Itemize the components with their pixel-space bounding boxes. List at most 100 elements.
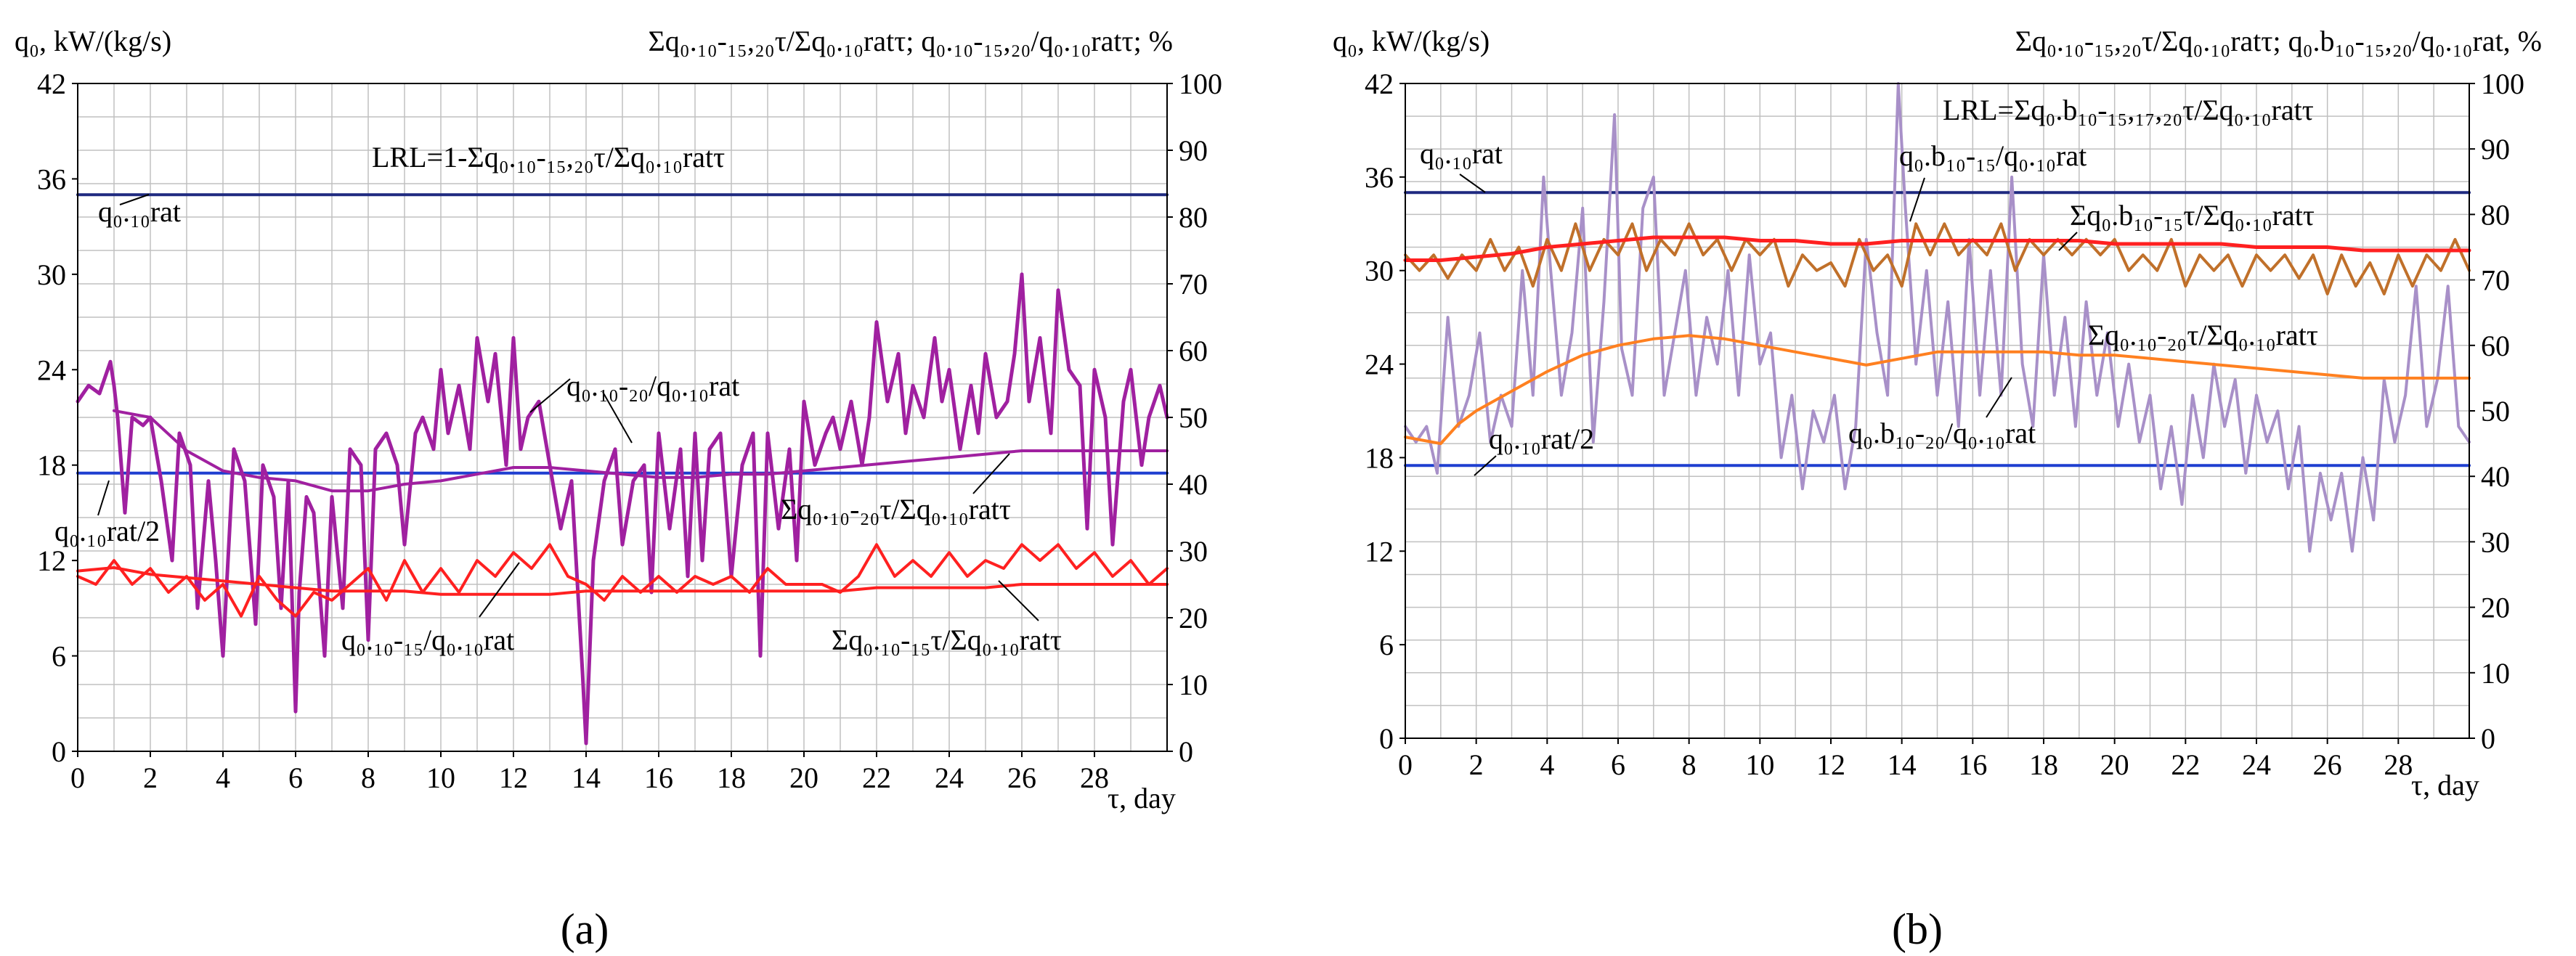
x-tick-label: 4	[1540, 748, 1554, 781]
annotation-q1020-a: q₀.₁₀-₂₀/q₀.₁₀rat	[566, 369, 739, 402]
x-tick-label: 24	[935, 761, 964, 794]
x-tick-label: 8	[1682, 748, 1697, 781]
x-tick-label: 6	[1611, 748, 1625, 781]
series-line-b-5	[1404, 334, 2471, 446]
y-left-tick-label: 12	[37, 544, 66, 577]
leader-q1020-a-2	[602, 391, 633, 444]
x-tick-label: 26	[2313, 748, 2342, 781]
x-tick-label: 8	[361, 761, 375, 794]
y-left-tick-label: 30	[37, 258, 66, 291]
x-tick-label: 12	[1816, 748, 1845, 781]
x-tick-label: 22	[862, 761, 891, 794]
y-left-tick-label: 18	[37, 449, 66, 482]
series-b	[1403, 82, 2471, 553]
y-left-tick-label: 24	[1365, 348, 1394, 381]
x-tick-label: 26	[1007, 761, 1036, 794]
y-right-tick-label: 60	[2481, 330, 2510, 362]
x-tick-label: 24	[2242, 748, 2271, 781]
y-right-tick-label: 50	[1179, 401, 1208, 434]
y-left-tick-label: 18	[1365, 441, 1394, 474]
y-right-tick-label: 0	[1179, 735, 1193, 768]
ticks-b: 0 2 4 6 8 10 12 14 16 18 20 22 24 26 28061218243036420…	[1365, 68, 2524, 781]
x-tick-label: 28	[1080, 761, 1109, 794]
annotation-rated-a: q₀.₁₀rat	[98, 195, 181, 228]
y-right-tick-label: 100	[1179, 68, 1222, 100]
x-tick-label: 0	[1398, 748, 1413, 781]
x-axis-title-a: τ, day	[1108, 782, 1176, 814]
x-tick-label: 4	[216, 761, 230, 794]
leader-rated-b	[1459, 173, 1486, 193]
annotation-rated-b: q₀.₁₀rat	[1420, 137, 1503, 170]
leader-qb1020-b	[1986, 377, 2012, 418]
annotation-sum1015-a: Σq₀.₁₀-₁₅τ/Σq₀.₁₀ratτ	[832, 624, 1062, 656]
y-left-tick-label: 0	[1379, 722, 1394, 755]
leader-half-rated-b	[1474, 455, 1497, 476]
leader-q1020-a-1	[529, 378, 571, 413]
y-right-tick-label: 20	[1179, 602, 1208, 634]
annotation-sumb1015-b: Σq₀.b₁₀-₁₅τ/Σq₀.₁₀ratτ	[2070, 199, 2315, 232]
x-tick-label: 16	[1958, 748, 1987, 781]
x-tick-label: 12	[499, 761, 528, 794]
right-axis-title-a: Σq₀.₁₀-₁₅,₂₀τ/Σq₀.₁₀ratτ; q₀.₁₀-₁₅,₂₀/q₀…	[649, 25, 1173, 57]
leader-rated-a	[119, 194, 150, 205]
x-axis-title-b: τ, day	[2411, 769, 2479, 801]
panel-b: 0 2 4 6 8 10 12 14 16 18 20 22 24 26 28061218243036420…	[1333, 25, 2542, 953]
x-tick-label: 10	[426, 761, 455, 794]
grid-b	[1405, 83, 2470, 739]
annotation-qb1015-b: q₀.b₁₀-₁₅/q₀.₁₀rat	[1899, 139, 2087, 172]
series-line-a-4	[113, 409, 1169, 493]
annotation-lrl-a: LRL=1-Σq₀.₁₀-₁₅,₂₀τ/Σq₀.₁₀ratτ	[372, 141, 725, 173]
y-left-tick-label: 24	[37, 354, 66, 386]
y-right-tick-label: 40	[2481, 460, 2510, 493]
annotation-sum1020-b: Σq₀.₁₀-₂₀τ/Σq₀.₁₀ratτ	[2088, 319, 2318, 351]
x-tick-label: 2	[143, 761, 158, 794]
annotation-sum1020-a: Σq₀.₁₀-₂₀τ/Σq₀.₁₀ratτ	[781, 493, 1011, 526]
x-tick-label: 20	[789, 761, 818, 794]
x-tick-label: 28	[2384, 748, 2413, 781]
x-tick-label: 22	[2171, 748, 2200, 781]
y-right-tick-label: 70	[1179, 268, 1208, 301]
annotation-lrl-b: LRL=Σq₀.b₁₀-₁₅,₁₇,₂₀τ/Σq₀.₁₀ratτ	[1943, 94, 2314, 126]
series-line-b-2	[1404, 82, 2471, 553]
x-tick-label: 20	[2100, 748, 2129, 781]
panel-label-a: (a)	[561, 905, 609, 953]
y-right-tick-label: 30	[2481, 526, 2510, 558]
x-tick-label: 10	[1745, 748, 1774, 781]
y-right-tick-label: 80	[2481, 198, 2510, 231]
x-tick-label: 0	[70, 761, 85, 794]
x-tick-label: 14	[1888, 748, 1917, 781]
y-left-tick-label: 0	[52, 735, 66, 768]
ticks-a: 0 2 4 6 8 10 12 14 16 18 20 22 24 26 28061218243036420…	[37, 68, 1222, 794]
leader-sum1020-a	[972, 453, 1010, 494]
y-right-tick-label: 10	[1179, 669, 1208, 701]
y-right-tick-label: 60	[1179, 335, 1208, 367]
y-right-tick-label: 10	[2481, 657, 2510, 690]
y-right-tick-label: 0	[2481, 722, 2495, 755]
series-line-a-2	[76, 272, 1169, 745]
y-left-tick-label: 42	[1365, 68, 1394, 100]
y-right-tick-label: 100	[2481, 68, 2524, 100]
y-left-tick-label: 42	[37, 68, 66, 100]
y-left-tick-label: 6	[52, 640, 66, 673]
panel-a: 0 2 4 6 8 10 12 14 16 18 20 22 24 26 28061218243036420…	[15, 25, 1222, 953]
series-line-b-4	[1403, 235, 2471, 262]
annotation-half-rated-b: q₀.₁₀rat/2	[1489, 422, 1594, 455]
leader-sumb1015-b	[2058, 232, 2078, 251]
series-a	[76, 193, 1169, 745]
annotation-q1015-a: q₀.₁₀-₁₅/q₀.₁₀rat	[341, 624, 514, 656]
y-right-tick-label: 30	[1179, 535, 1208, 568]
x-tick-label: 16	[644, 761, 673, 794]
y-right-tick-label: 90	[2481, 133, 2510, 166]
left-axis-title-a: q₀, kW/(kg/s)	[15, 25, 171, 57]
y-right-tick-label: 20	[2481, 592, 2510, 624]
y-right-tick-label: 70	[2481, 264, 2510, 297]
y-left-tick-label: 6	[1379, 629, 1394, 661]
x-tick-label: 14	[572, 761, 601, 794]
right-axis-title-b: Σq₀.₁₀-₁₅,₂₀τ/Σq₀.₁₀ratτ; q₀.b₁₀-₁₅,₂₀/q…	[2015, 25, 2542, 57]
y-right-tick-label: 50	[2481, 395, 2510, 428]
y-left-tick-label: 30	[1365, 255, 1394, 287]
y-left-tick-label: 36	[37, 163, 66, 195]
y-left-tick-label: 36	[1365, 161, 1394, 194]
leader-half-rated-a	[97, 480, 110, 516]
